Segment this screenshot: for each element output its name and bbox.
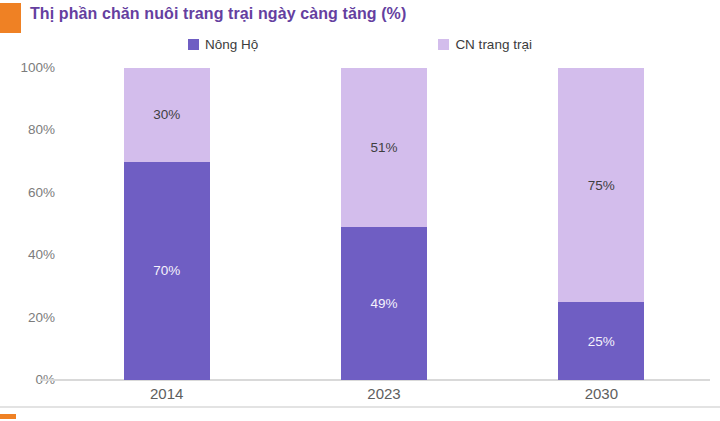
bar-group-2030: 75% 25% [493, 68, 710, 380]
data-label: 49% [370, 296, 397, 311]
legend-label: Nông Hộ [205, 37, 258, 52]
title-accent-bar [0, 3, 21, 33]
segment-nong-ho: 25% [558, 302, 644, 380]
section-divider [0, 406, 720, 408]
stacked-bar: 51% 49% [341, 68, 427, 380]
x-axis-label: 2014 [58, 385, 275, 402]
x-axis-label: 2023 [275, 385, 492, 402]
chart-title: Thị phần chăn nuôi trang trại ngày càng … [30, 5, 406, 23]
legend: Nông Hộ CN trang trại [0, 37, 720, 52]
legend-item-nong-ho: Nông Hộ [188, 37, 258, 52]
legend-label: CN trang trại [455, 37, 532, 52]
legend-swatch-nong-ho [188, 39, 199, 50]
data-label: 30% [153, 107, 180, 122]
y-tick-label: 40% [0, 246, 55, 264]
y-axis: 0%20%40%60%80%100% [0, 68, 55, 380]
stacked-bar: 30% 70% [124, 68, 210, 380]
chart-card: Thị phần chăn nuôi trang trại ngày càng … [0, 0, 720, 421]
segment-cn-trang-trai: 75% [558, 68, 644, 302]
bar-group-2014: 30% 70% [58, 68, 275, 380]
segment-nong-ho: 49% [341, 227, 427, 380]
x-axis-label: 2030 [493, 385, 710, 402]
data-label: 75% [588, 178, 615, 193]
stacked-bar: 75% 25% [558, 68, 644, 380]
y-tick-label: 100% [0, 59, 55, 77]
data-label: 25% [588, 334, 615, 349]
legend-swatch-cn-trang-trai [438, 39, 449, 50]
legend-item-cn-trang-trai: CN trang trại [438, 37, 532, 52]
y-tick-label: 60% [0, 184, 55, 202]
segment-cn-trang-trai: 51% [341, 68, 427, 227]
x-axis-labels: 201420232030 [58, 385, 710, 402]
bar-group-2023: 51% 49% [275, 68, 492, 380]
y-tick-label: 20% [0, 309, 55, 327]
y-tick-label: 80% [0, 121, 55, 139]
segment-cn-trang-trai: 30% [124, 68, 210, 162]
bars: 30% 70% 51% 49% 75% 25% [58, 68, 710, 380]
data-label: 70% [153, 263, 180, 278]
segment-nong-ho: 70% [124, 162, 210, 380]
next-section-accent [0, 414, 16, 419]
data-label: 51% [370, 140, 397, 155]
